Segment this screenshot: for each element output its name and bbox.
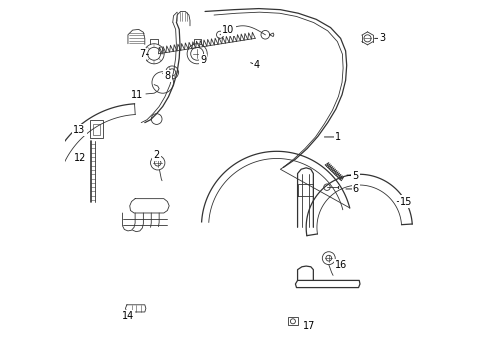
Text: 16: 16 bbox=[334, 260, 347, 270]
Text: 2: 2 bbox=[153, 150, 160, 160]
Text: 10: 10 bbox=[222, 25, 234, 35]
Text: 17: 17 bbox=[302, 321, 315, 331]
Text: 15: 15 bbox=[399, 197, 411, 207]
Text: 9: 9 bbox=[200, 55, 206, 65]
Text: 11: 11 bbox=[130, 90, 143, 100]
Text: 5: 5 bbox=[352, 171, 358, 181]
Text: 6: 6 bbox=[352, 184, 358, 194]
Text: 3: 3 bbox=[379, 33, 385, 43]
Text: 13: 13 bbox=[73, 125, 85, 135]
Text: 14: 14 bbox=[122, 311, 134, 321]
Text: 1: 1 bbox=[334, 132, 340, 142]
Text: 7: 7 bbox=[139, 49, 145, 59]
Text: 8: 8 bbox=[164, 71, 170, 81]
Text: 4: 4 bbox=[253, 60, 260, 70]
Text: 12: 12 bbox=[74, 153, 86, 163]
